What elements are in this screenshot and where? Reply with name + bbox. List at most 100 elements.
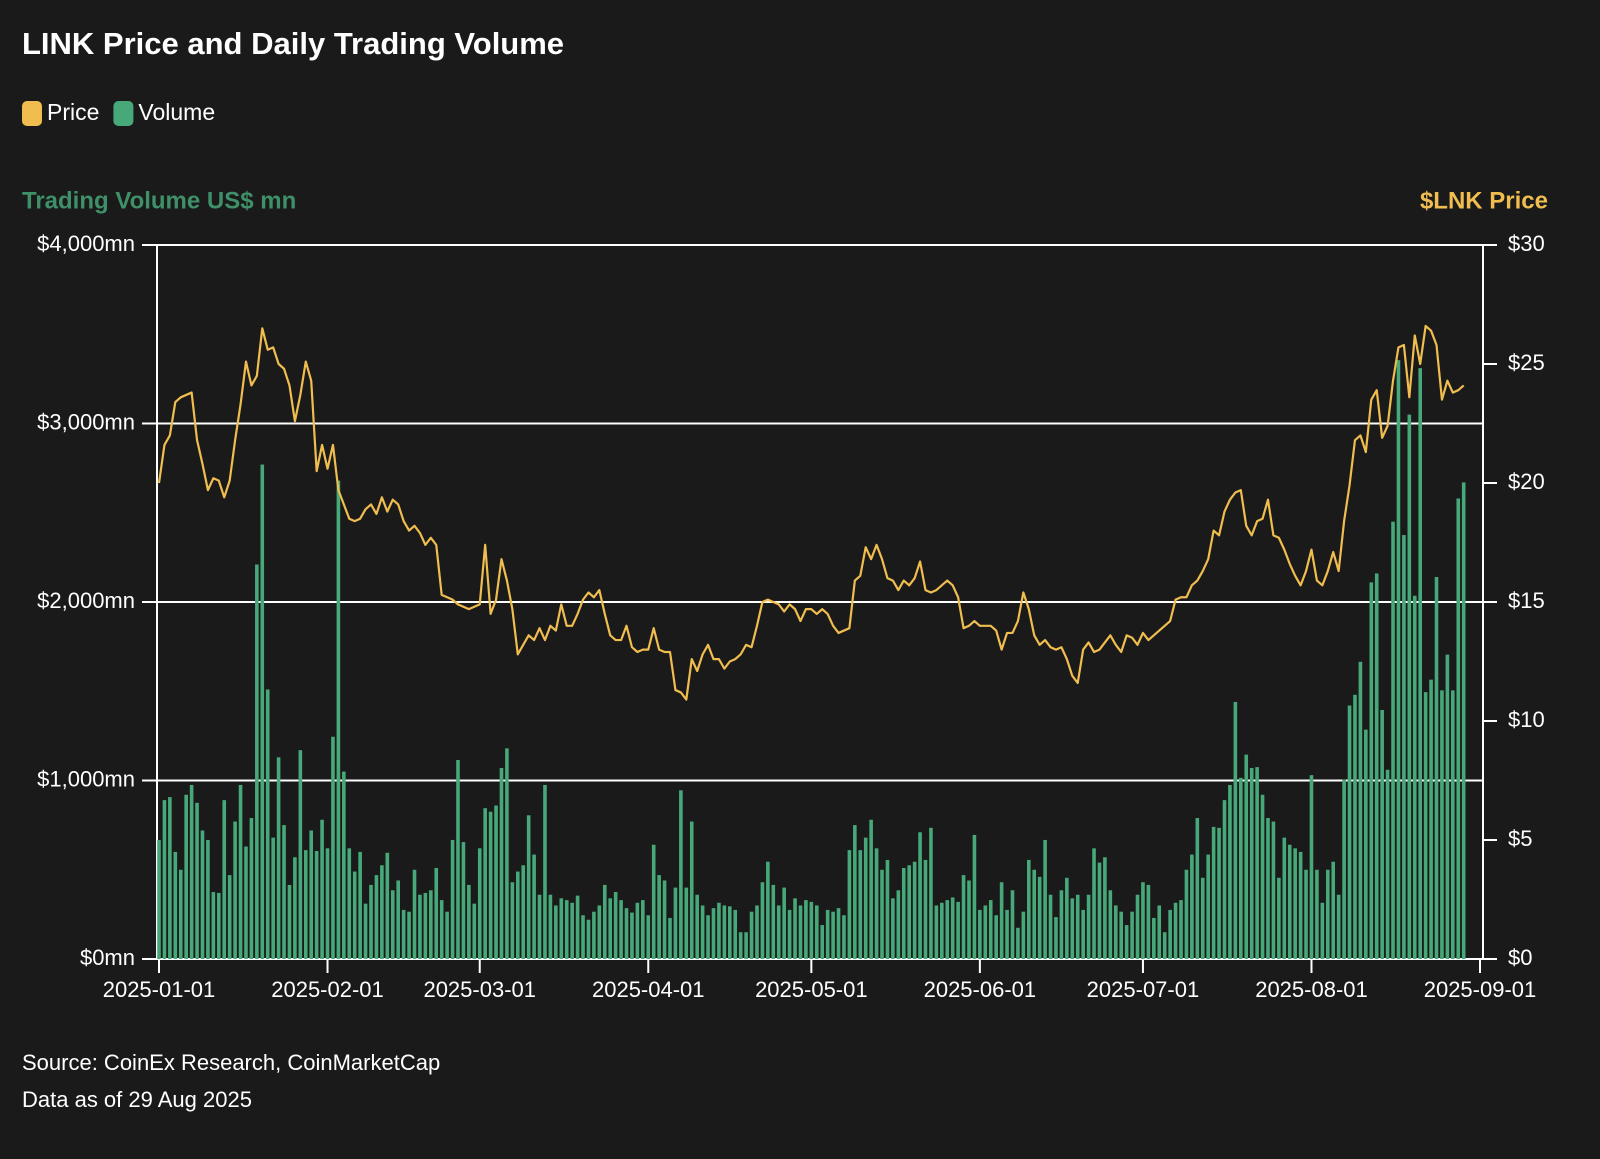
volume-bar — [869, 819, 873, 959]
volume-bar — [1048, 894, 1053, 959]
y2-tick-label: $20 — [1508, 469, 1545, 494]
volume-bar — [1200, 877, 1205, 959]
volume-bar — [1168, 909, 1172, 959]
volume-bar — [1298, 851, 1303, 959]
volume-bar — [532, 854, 536, 959]
volume-bar — [1130, 911, 1134, 959]
volume-bar — [1325, 869, 1330, 959]
volume-bar — [972, 834, 977, 959]
volume-bar — [581, 915, 585, 959]
volume-bar — [265, 689, 270, 959]
y-tick-label: $0mn — [80, 945, 135, 970]
volume-bar — [679, 790, 683, 959]
volume-bar — [1315, 869, 1319, 959]
volume-bar — [336, 480, 341, 959]
price-line — [157, 324, 1465, 701]
x-tick-label: 2025-07-01 — [1087, 977, 1200, 1002]
volume-bar — [184, 794, 188, 959]
volume-bar — [238, 784, 243, 959]
volume-bar — [760, 882, 765, 959]
volume-bar — [929, 827, 933, 959]
volume-bar — [423, 892, 428, 959]
volume-bar — [1331, 861, 1336, 959]
x-tick-label: 2025-08-01 — [1255, 977, 1368, 1002]
volume-bar — [1086, 894, 1091, 959]
volume-bar — [1054, 917, 1058, 959]
volume-bar — [1260, 794, 1265, 959]
y2-tick-label: $30 — [1508, 231, 1545, 256]
volume-bar — [314, 851, 319, 959]
volume-bar — [853, 825, 857, 959]
volume-bar — [651, 844, 656, 959]
volume-bar — [1255, 767, 1259, 959]
volume-bar — [342, 771, 346, 959]
volume-bar — [1385, 769, 1390, 959]
volume-bar — [1146, 884, 1151, 959]
volume-bar — [352, 871, 357, 959]
volume-bar — [211, 892, 216, 959]
legend-label: Volume — [138, 99, 215, 125]
volume-bar — [173, 851, 178, 959]
volume-bar — [592, 911, 596, 959]
volume-bar — [1021, 911, 1026, 959]
volume-bar — [885, 859, 890, 959]
volume-bar — [776, 905, 781, 959]
volume-bar — [934, 905, 939, 959]
volume-bar — [597, 905, 602, 959]
volume-bar — [847, 850, 852, 959]
volume-bar — [1190, 854, 1194, 959]
volume-bar — [374, 875, 379, 959]
volume-bar — [1423, 692, 1428, 959]
volume-bar — [505, 748, 509, 959]
volume-bar — [1233, 701, 1238, 959]
volume-bar — [483, 808, 487, 959]
volume-bar — [1157, 905, 1162, 959]
volume-bar — [891, 898, 895, 959]
volume-bar — [1336, 894, 1341, 959]
volume-bar — [282, 825, 286, 959]
x-tick-label: 2025-02-01 — [271, 977, 384, 1002]
volume-bar — [385, 852, 390, 959]
volume-bar — [178, 869, 183, 959]
volume-bar — [1320, 902, 1325, 959]
volume-bar — [467, 884, 471, 959]
volume-bar — [401, 909, 406, 959]
chart-title: LINK Price and Daily Trading Volume — [22, 26, 564, 61]
volume-bar — [842, 915, 846, 959]
y2-tick-label: $0 — [1508, 945, 1532, 970]
volume-bar — [260, 464, 265, 959]
volume-bar — [825, 909, 830, 959]
volume-bar — [831, 911, 835, 959]
volume-bar — [956, 901, 960, 959]
volume-bar — [1342, 779, 1346, 959]
volume-bar — [543, 784, 547, 959]
volume-bar — [554, 905, 558, 959]
volume-bar — [798, 905, 803, 959]
volume-bar — [945, 900, 950, 959]
x-tick-label: 2025-03-01 — [423, 977, 536, 1002]
volume-bar — [706, 915, 710, 959]
volume-bar — [1396, 360, 1401, 959]
volume-bar — [1179, 900, 1183, 959]
y2-axis-title: $LNK Price — [1420, 187, 1548, 214]
volume-bar — [1206, 854, 1210, 959]
source: Source: CoinEx Research, CoinMarketCap — [22, 1050, 440, 1075]
volume-bar — [1222, 800, 1227, 959]
volume-bar — [189, 784, 194, 959]
volume-bar — [863, 837, 868, 959]
volume-bar — [673, 887, 678, 959]
x-tick-label: 2025-05-01 — [755, 977, 868, 1002]
volume-bar — [157, 839, 161, 959]
volume-bar — [445, 911, 449, 959]
bars-layer — [157, 360, 1466, 959]
volume-bar — [1097, 862, 1102, 959]
volume-bar — [1092, 848, 1096, 959]
volume-bar — [999, 882, 1004, 959]
volume-bar — [586, 919, 591, 959]
volume-bar — [255, 564, 259, 959]
volume-bar — [526, 815, 531, 959]
volume-bar — [434, 867, 439, 959]
volume-bar — [390, 890, 395, 959]
